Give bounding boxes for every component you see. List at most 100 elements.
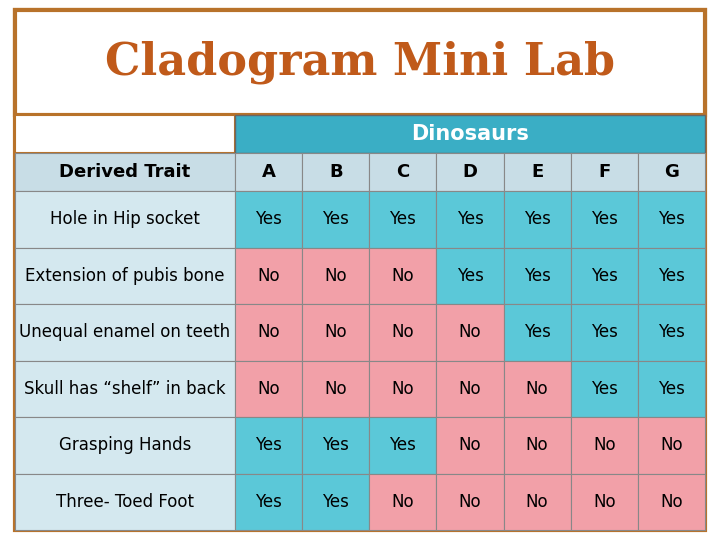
Text: Yes: Yes <box>390 436 416 454</box>
Text: No: No <box>526 492 549 511</box>
Bar <box>235 474 302 530</box>
Bar <box>503 247 571 304</box>
Bar <box>235 247 302 304</box>
Text: Unequal enamel on teeth: Unequal enamel on teeth <box>19 323 230 341</box>
Text: No: No <box>526 436 549 454</box>
Text: Hole in Hip socket: Hole in Hip socket <box>50 210 200 228</box>
Text: No: No <box>459 323 481 341</box>
Text: No: No <box>660 436 683 454</box>
Bar <box>503 304 571 361</box>
Bar <box>638 474 705 530</box>
Bar <box>638 191 705 247</box>
Text: Yes: Yes <box>390 210 416 228</box>
Bar <box>571 417 638 474</box>
Text: D: D <box>462 163 477 181</box>
Text: Derived Trait: Derived Trait <box>59 163 191 181</box>
Text: Yes: Yes <box>323 210 349 228</box>
Text: Dinosaurs: Dinosaurs <box>411 124 529 144</box>
Bar <box>302 417 369 474</box>
Bar <box>302 361 369 417</box>
Bar <box>302 191 369 247</box>
Bar <box>302 153 369 191</box>
Text: Yes: Yes <box>591 210 618 228</box>
Text: Yes: Yes <box>658 267 685 285</box>
Text: Yes: Yes <box>323 436 349 454</box>
Bar <box>369 417 436 474</box>
Bar <box>503 417 571 474</box>
Text: No: No <box>593 436 616 454</box>
Bar <box>15 115 235 153</box>
Bar <box>235 153 302 191</box>
Bar <box>436 304 503 361</box>
Bar <box>571 247 638 304</box>
Bar <box>571 153 638 191</box>
Text: No: No <box>392 380 414 398</box>
Bar <box>15 247 235 304</box>
Bar <box>235 417 302 474</box>
Bar <box>369 474 436 530</box>
Text: No: No <box>325 323 347 341</box>
Bar <box>436 361 503 417</box>
Bar <box>436 474 503 530</box>
Text: No: No <box>526 380 549 398</box>
Text: Yes: Yes <box>523 267 551 285</box>
Text: Grasping Hands: Grasping Hands <box>59 436 192 454</box>
Text: Yes: Yes <box>658 380 685 398</box>
Text: No: No <box>257 267 280 285</box>
Bar <box>571 191 638 247</box>
Bar <box>15 474 235 530</box>
Bar <box>235 191 302 247</box>
Text: Yes: Yes <box>523 323 551 341</box>
Bar <box>503 153 571 191</box>
Bar <box>571 474 638 530</box>
Text: Yes: Yes <box>255 492 282 511</box>
Bar <box>15 417 235 474</box>
Bar <box>15 10 705 115</box>
Bar <box>302 304 369 361</box>
Text: A: A <box>261 163 276 181</box>
Text: No: No <box>257 380 280 398</box>
Bar <box>436 247 503 304</box>
Text: Yes: Yes <box>456 210 483 228</box>
Bar <box>15 191 235 247</box>
Bar <box>15 304 235 361</box>
Bar <box>302 474 369 530</box>
Text: No: No <box>392 267 414 285</box>
Bar <box>302 247 369 304</box>
Text: Yes: Yes <box>456 267 483 285</box>
Bar <box>369 153 436 191</box>
Text: Yes: Yes <box>658 323 685 341</box>
Text: Yes: Yes <box>591 323 618 341</box>
Text: Yes: Yes <box>591 380 618 398</box>
Bar <box>235 304 302 361</box>
Bar <box>503 361 571 417</box>
Text: Yes: Yes <box>323 492 349 511</box>
Text: E: E <box>531 163 544 181</box>
Bar <box>369 361 436 417</box>
Text: Yes: Yes <box>255 210 282 228</box>
Text: No: No <box>593 492 616 511</box>
Text: F: F <box>598 163 611 181</box>
Bar <box>369 247 436 304</box>
Bar <box>15 361 235 417</box>
Text: No: No <box>392 323 414 341</box>
Bar <box>436 191 503 247</box>
Text: No: No <box>459 380 481 398</box>
Text: Yes: Yes <box>591 267 618 285</box>
Text: No: No <box>325 267 347 285</box>
Text: No: No <box>257 323 280 341</box>
Bar <box>235 361 302 417</box>
Bar <box>638 417 705 474</box>
Bar <box>638 153 705 191</box>
Text: No: No <box>459 492 481 511</box>
Bar <box>436 417 503 474</box>
Text: Yes: Yes <box>255 436 282 454</box>
Bar <box>503 474 571 530</box>
Bar <box>436 153 503 191</box>
Bar <box>503 191 571 247</box>
Text: No: No <box>325 380 347 398</box>
Bar <box>369 191 436 247</box>
Text: Yes: Yes <box>523 210 551 228</box>
Text: B: B <box>329 163 343 181</box>
Text: G: G <box>664 163 679 181</box>
